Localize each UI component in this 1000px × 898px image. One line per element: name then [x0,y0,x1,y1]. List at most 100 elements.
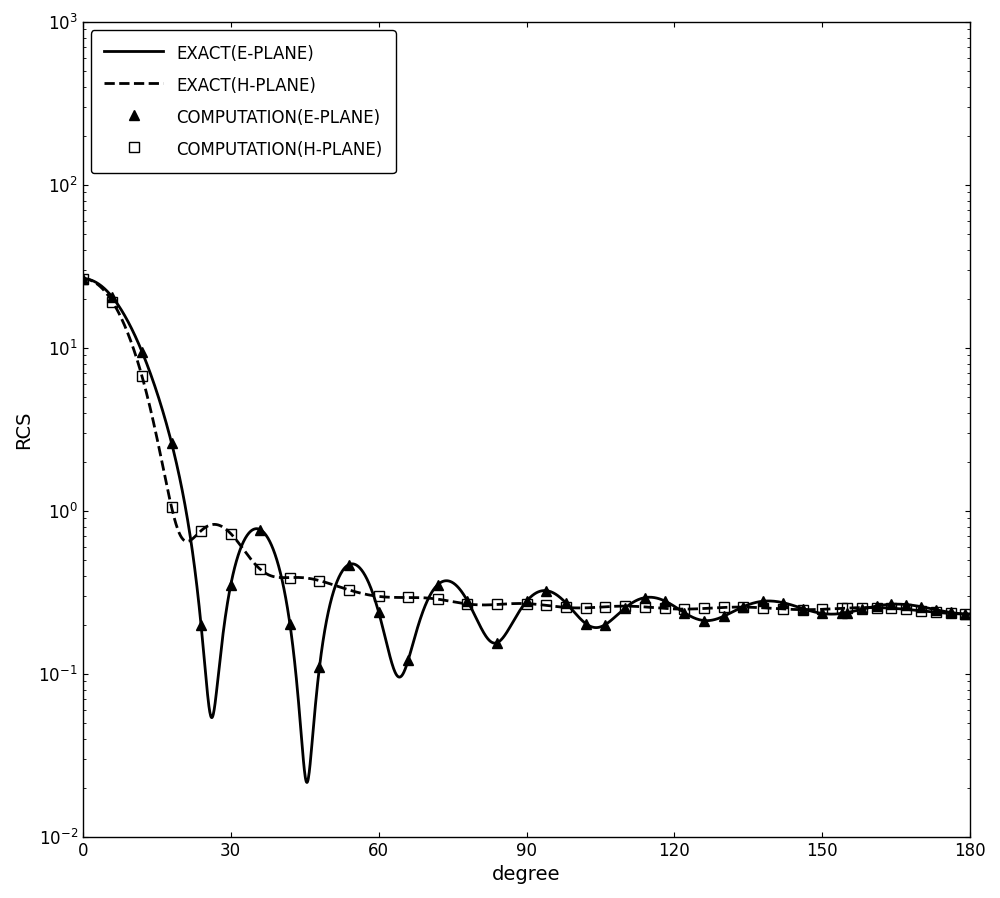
COMPUTATION(E-PLANE) [166,437,178,448]
COMPUTATION(E-PLANE) [77,273,89,284]
COMPUTATION(E-PLANE) [225,580,237,591]
EXACT(H-PLANE) [964,609,976,620]
COMPUTATION(E-PLANE) [737,602,749,612]
COMPUTATION(E-PLANE) [678,607,690,618]
Line: EXACT(E-PLANE): EXACT(E-PLANE) [83,278,970,782]
COMPUTATION(H-PLANE) [797,604,809,615]
COMPUTATION(H-PLANE) [195,525,207,536]
COMPUTATION(H-PLANE) [402,592,414,603]
COMPUTATION(H-PLANE) [959,609,971,620]
EXACT(H-PLANE) [508,598,520,609]
Line: COMPUTATION(E-PLANE): COMPUTATION(E-PLANE) [78,274,970,673]
COMPUTATION(E-PLANE) [959,609,971,620]
X-axis label: degree: degree [492,865,561,885]
COMPUTATION(H-PLANE) [540,600,552,611]
EXACT(H-PLANE) [77,273,89,284]
COMPUTATION(H-PLANE) [930,607,942,618]
EXACT(H-PLANE) [776,603,788,614]
COMPUTATION(E-PLANE) [195,620,207,630]
COMPUTATION(E-PLANE) [313,662,325,673]
COMPUTATION(H-PLANE) [136,371,148,382]
EXACT(E-PLANE) [964,609,976,620]
COMPUTATION(E-PLANE) [885,599,897,610]
COMPUTATION(E-PLANE) [540,585,552,596]
COMPUTATION(E-PLANE) [491,638,503,648]
COMPUTATION(H-PLANE) [757,603,769,613]
COMPUTATION(H-PLANE) [945,608,957,619]
COMPUTATION(E-PLANE) [521,596,533,607]
COMPUTATION(H-PLANE) [871,603,883,613]
COMPUTATION(E-PLANE) [836,608,848,619]
COMPUTATION(H-PLANE) [836,603,848,613]
COMPUTATION(E-PLANE) [639,593,651,603]
COMPUTATION(H-PLANE) [777,603,789,614]
COMPUTATION(H-PLANE) [106,296,118,307]
COMPUTATION(H-PLANE) [521,598,533,609]
COMPUTATION(H-PLANE) [461,599,473,610]
COMPUTATION(H-PLANE) [900,604,912,615]
COMPUTATION(H-PLANE) [254,564,266,575]
EXACT(E-PLANE) [939,606,951,617]
COMPUTATION(E-PLANE) [580,618,592,629]
EXACT(H-PLANE) [939,608,951,619]
COMPUTATION(E-PLANE) [871,601,883,612]
COMPUTATION(E-PLANE) [797,603,809,614]
COMPUTATION(E-PLANE) [136,346,148,357]
COMPUTATION(H-PLANE) [698,603,710,614]
COMPUTATION(E-PLANE) [599,619,611,629]
EXACT(E-PLANE) [485,637,497,647]
COMPUTATION(H-PLANE) [915,605,927,616]
COMPUTATION(E-PLANE) [698,615,710,626]
EXACT(H-PLANE) [938,608,950,619]
COMPUTATION(H-PLANE) [678,603,690,614]
EXACT(E-PLANE) [939,606,951,617]
COMPUTATION(E-PLANE) [461,595,473,606]
EXACT(E-PLANE) [301,777,313,788]
COMPUTATION(H-PLANE) [225,528,237,539]
COMPUTATION(H-PLANE) [639,602,651,612]
Line: COMPUTATION(H-PLANE): COMPUTATION(H-PLANE) [78,274,970,619]
COMPUTATION(H-PLANE) [816,604,828,615]
COMPUTATION(E-PLANE) [106,292,118,303]
COMPUTATION(H-PLANE) [432,594,444,604]
COMPUTATION(E-PLANE) [816,608,828,619]
COMPUTATION(H-PLANE) [599,602,611,612]
COMPUTATION(E-PLANE) [777,597,789,608]
COMPUTATION(H-PLANE) [560,602,572,612]
COMPUTATION(E-PLANE) [432,579,444,590]
EXACT(E-PLANE) [122,316,134,327]
EXACT(E-PLANE) [509,613,521,624]
COMPUTATION(E-PLANE) [718,611,730,621]
COMPUTATION(H-PLANE) [313,576,325,586]
Line: EXACT(H-PLANE): EXACT(H-PLANE) [83,278,970,614]
COMPUTATION(H-PLANE) [856,603,868,613]
COMPUTATION(H-PLANE) [491,599,503,610]
COMPUTATION(E-PLANE) [757,596,769,607]
COMPUTATION(E-PLANE) [254,524,266,535]
COMPUTATION(H-PLANE) [718,602,730,612]
COMPUTATION(E-PLANE) [402,655,414,665]
Y-axis label: RCS: RCS [14,410,33,449]
COMPUTATION(H-PLANE) [841,603,853,613]
COMPUTATION(E-PLANE) [856,603,868,614]
COMPUTATION(E-PLANE) [930,604,942,615]
EXACT(E-PLANE) [776,597,788,608]
COMPUTATION(H-PLANE) [580,603,592,613]
COMPUTATION(E-PLANE) [619,603,631,613]
COMPUTATION(H-PLANE) [343,585,355,595]
COMPUTATION(E-PLANE) [915,602,927,612]
COMPUTATION(E-PLANE) [343,559,355,570]
COMPUTATION(H-PLANE) [77,273,89,284]
Legend: EXACT(E-PLANE), EXACT(H-PLANE), COMPUTATION(E-PLANE), COMPUTATION(H-PLANE): EXACT(E-PLANE), EXACT(H-PLANE), COMPUTAT… [91,31,396,173]
COMPUTATION(E-PLANE) [900,599,912,610]
COMPUTATION(H-PLANE) [373,591,385,602]
COMPUTATION(E-PLANE) [841,607,853,618]
EXACT(E-PLANE) [77,273,89,284]
COMPUTATION(H-PLANE) [885,603,897,613]
COMPUTATION(E-PLANE) [560,598,572,609]
EXACT(H-PLANE) [485,599,497,610]
COMPUTATION(H-PLANE) [619,601,631,612]
COMPUTATION(E-PLANE) [373,606,385,617]
COMPUTATION(E-PLANE) [945,607,957,618]
COMPUTATION(H-PLANE) [284,572,296,583]
